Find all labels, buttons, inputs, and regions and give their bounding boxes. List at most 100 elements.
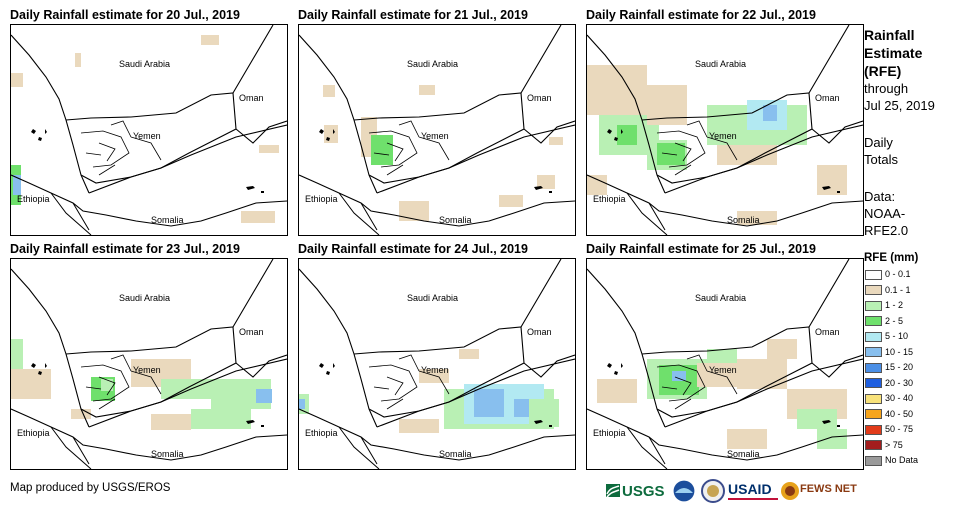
legend-item: 0 - 0.1: [865, 268, 911, 280]
map-credit: Map produced by USGS/EROS: [10, 482, 171, 494]
noaa-logo: [672, 479, 696, 508]
map-svg: Saudi Arabia Oman Yemen Ethiopia Somalia: [587, 25, 863, 235]
label-yemen: Yemen: [133, 365, 161, 375]
usaid-stripe: [728, 498, 778, 500]
legend-label: 0 - 0.1: [885, 269, 911, 279]
rainfall-patches: [323, 85, 563, 221]
label-saudi-arabia: Saudi Arabia: [407, 59, 458, 69]
label-saudi-arabia: Saudi Arabia: [119, 293, 170, 303]
label-oman: Oman: [815, 327, 840, 337]
saudi-yemen-border: [641, 326, 813, 418]
horn-of-africa-coast: [299, 174, 575, 227]
saudi-yemen-border: [641, 92, 813, 184]
legend-label: 15 - 20: [885, 362, 914, 372]
saudi-yemen-border: [353, 92, 525, 184]
legend-label: 40 - 50: [885, 408, 914, 419]
legend-main-title: Rainfall Estimate (RFE): [864, 26, 964, 80]
gulf-of-aden-coast: [664, 358, 863, 428]
yemen-governorates: [656, 354, 738, 410]
legend-swatch: [865, 362, 882, 373]
legend-label: No Data: [885, 455, 919, 465]
panel-title-4: Daily Rainfall estimate for 23 Jul., 201…: [10, 242, 240, 256]
usaid-logo: USAID: [728, 480, 778, 502]
rainfall-map-1: Saudi Arabia Oman Yemen Ethiopia Somalia: [10, 24, 288, 236]
label-ethiopia: Ethiopia: [305, 194, 338, 204]
yemen-governorates: [368, 354, 450, 410]
state-dept-seal: [701, 479, 725, 508]
yemen-governorates: [80, 354, 162, 410]
legend-title: RFE (mm): [864, 252, 919, 264]
label-somalia: Somalia: [727, 215, 760, 225]
usgs-text: USGS: [622, 483, 665, 500]
red-sea-coast: [299, 34, 378, 194]
legend-item: 0.1 - 1: [865, 284, 911, 296]
gulf-of-aden-coast: [376, 358, 575, 428]
label-saudi-arabia: Saudi Arabia: [695, 59, 746, 69]
label-somalia: Somalia: [439, 215, 472, 225]
totals-text: Totals: [864, 152, 898, 167]
legend-label: > 75: [885, 439, 903, 450]
legend-label: 0.1 - 1: [885, 284, 911, 295]
legend-swatch: [865, 440, 882, 451]
label-somalia: Somalia: [439, 449, 472, 459]
red-sea-coast: [11, 268, 90, 428]
legend-label: 10 - 15: [885, 346, 914, 357]
label-oman: Oman: [527, 327, 552, 337]
legend-swatch: [865, 455, 882, 466]
daily-text: Daily: [864, 135, 893, 150]
gulf-of-aden-coast: [376, 124, 575, 194]
rainfall-map-5: Saudi Arabia Oman Yemen Ethiopia Somalia: [298, 258, 576, 470]
rainfall-map-6: Saudi Arabia Oman Yemen Ethiopia Somalia: [586, 258, 864, 470]
panel-title-1: Daily Rainfall estimate for 20 Jul., 201…: [10, 8, 240, 22]
red-sea-coast: [587, 34, 666, 194]
ethiopia-somalia-border: [338, 192, 380, 235]
ethiopia-somalia-border: [50, 426, 92, 469]
map-svg: Saudi Arabia Oman Yemen Ethiopia Somalia: [587, 259, 863, 469]
legend-item: 5 - 10: [865, 330, 908, 342]
legend-item: 20 - 30: [865, 377, 913, 389]
data-source-2: RFE2.0: [864, 223, 909, 238]
usaid-text: USAID: [728, 481, 772, 497]
label-saudi-arabia: Saudi Arabia: [407, 293, 458, 303]
oman-border: [520, 259, 575, 378]
rainfall-map-4: Saudi Arabia Oman Yemen Ethiopia Somalia: [10, 258, 288, 470]
legend-label: 50 - 75: [885, 424, 914, 434]
legend-label: 5 - 10: [885, 331, 909, 341]
data-source-1: NOAA-: [864, 206, 906, 221]
legend-swatch: [865, 424, 882, 435]
label-somalia: Somalia: [151, 215, 184, 225]
panel-title-3: Daily Rainfall estimate for 22 Jul., 201…: [586, 8, 816, 22]
label-yemen: Yemen: [421, 365, 449, 375]
gulf-of-aden-coast: [88, 124, 287, 194]
label-saudi-arabia: Saudi Arabia: [695, 293, 746, 303]
legend-item: 50 - 75: [865, 423, 913, 435]
horn-of-africa-coast: [11, 174, 287, 227]
usgs-logo: USGS: [606, 482, 668, 500]
through-text: through: [864, 81, 909, 96]
label-oman: Oman: [815, 93, 840, 103]
legend-swatch: [865, 285, 882, 296]
label-ethiopia: Ethiopia: [593, 194, 626, 204]
rainfall-patches: [587, 65, 847, 225]
legend-swatch: [865, 331, 882, 342]
label-saudi-arabia: Saudi Arabia: [119, 59, 170, 69]
ethiopia-somalia-border: [50, 192, 92, 235]
yemen-governorates: [368, 120, 450, 176]
label-oman: Oman: [527, 93, 552, 103]
label-somalia: Somalia: [727, 449, 760, 459]
legend-item: 15 - 20: [865, 361, 913, 373]
label-ethiopia: Ethiopia: [17, 194, 50, 204]
legend-swatch: [865, 393, 882, 404]
data-label: Data:: [864, 189, 896, 204]
legend-item: 10 - 15: [865, 346, 913, 358]
ethiopia-somalia-border: [626, 192, 668, 235]
oman-border: [232, 25, 287, 144]
legend-item: 2 - 5: [865, 315, 903, 327]
gulf-of-aden-coast: [88, 358, 287, 428]
legend-item: 40 - 50: [865, 408, 913, 420]
label-yemen: Yemen: [709, 365, 737, 375]
fews-net-text: FEWS NET: [800, 483, 857, 495]
horn-of-africa-coast: [587, 174, 863, 227]
rainfall-patches: [11, 339, 272, 430]
map-svg: Saudi Arabia Oman Yemen Ethiopia Somalia: [299, 25, 575, 235]
